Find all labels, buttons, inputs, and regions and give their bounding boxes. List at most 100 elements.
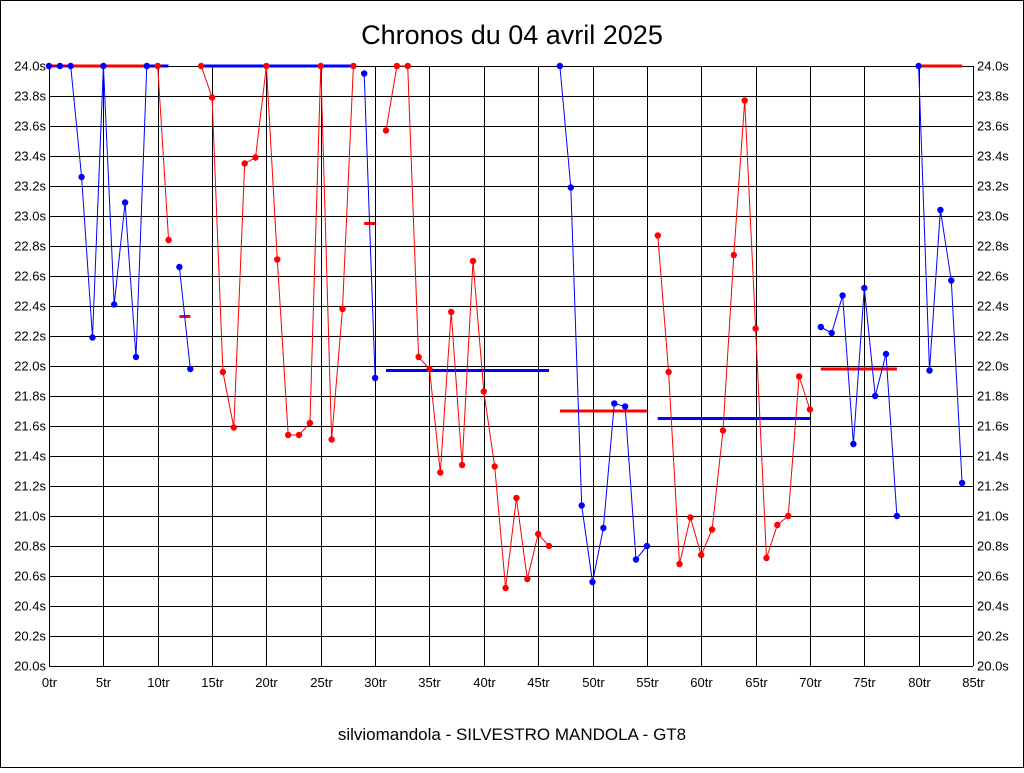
x-tick-label: 30tr [364,675,387,690]
x-tick-label: 65tr [745,675,768,690]
data-point [448,308,455,316]
y-tick-label-left: 22.0s [14,359,46,374]
data-point [937,206,944,214]
data-point [121,199,129,206]
y-tick-label-left: 21.0s [14,509,46,524]
chart-subtitle: silviomandola - SILVESTRO MANDOLA - GT8 [338,725,686,744]
y-tick-label-right: 20.0s [977,659,1009,674]
data-point [350,62,357,70]
x-tick-label: 0tr [42,675,58,690]
data-point [437,469,444,476]
data-point [708,526,716,533]
y-tick-label-left: 23.6s [14,119,46,134]
y-tick-label-right: 23.0s [977,209,1009,224]
y-tick-label-right: 22.4s [977,299,1009,314]
y-tick-label-left: 21.8s [14,389,46,404]
y-tick-label-left: 21.2s [14,479,46,494]
data-point [698,551,705,559]
y-tick-label-left: 22.4s [14,299,46,314]
data-point [295,431,303,439]
series-line [385,65,550,589]
data-point [285,431,292,439]
x-tick-label: 35tr [418,675,441,690]
data-point [752,325,759,332]
y-tick-label-right: 22.2s [977,329,1009,344]
y-tick-label-left: 24.0s [14,59,46,74]
grid [49,66,974,667]
data-point [371,374,379,382]
y-tick-label-right: 24.0s [977,59,1009,74]
y-tick-label-left: 20.0s [14,659,46,674]
data-point [785,512,792,520]
data-point [67,62,74,70]
data-point [817,323,824,331]
data-point [480,388,487,395]
data-point [78,173,85,181]
data-point [589,578,596,586]
y-tick-label-right: 21.4s [977,449,1009,464]
y-tick-label-right: 22.0s [977,359,1009,374]
y-tick-label-left: 23.4s [14,149,46,164]
data-point [426,365,433,373]
y-tick-label-right: 21.8s [977,389,1009,404]
data-point [165,236,172,244]
data-point [719,427,727,434]
data-point [882,350,890,358]
data-point [263,62,270,70]
data-point [632,556,640,563]
y-tick-label-left: 22.2s [14,329,46,344]
x-tick-label: 85tr [962,675,985,690]
series-line [820,287,898,517]
data-point [176,263,183,271]
x-tick-label: 10tr [147,675,170,690]
x-tick-label: 60tr [690,675,713,690]
series-line [363,73,376,379]
data-point [850,440,857,448]
data-point [317,62,324,70]
data-point [143,62,150,70]
data-point [491,463,498,470]
y-tick-label-right: 21.2s [977,479,1009,494]
x-tick-label: 40tr [473,675,496,690]
data-point [958,479,966,487]
data-point [730,251,737,259]
data-point [361,70,368,77]
data-point [241,160,248,167]
data-point [513,494,520,502]
series-line [157,65,170,241]
y-tick-label-right: 20.6s [977,569,1009,584]
y-tick-label-right: 22.6s [977,269,1009,284]
data-point [676,560,683,568]
y-tick-label-left: 20.6s [14,569,46,584]
data-point [89,334,96,341]
data-point [382,127,390,134]
data-point [524,575,531,583]
data-point [654,232,661,239]
chart-title: Chronos du 04 avril 2025 [361,20,663,50]
data-point [948,277,955,284]
data-point [611,400,618,407]
y-tick-label-left: 21.6s [14,419,46,434]
data-point [872,392,879,400]
data-point [828,329,835,337]
y-tick-label-right: 22.8s [977,239,1009,254]
data-point [208,94,216,101]
x-tick-label: 50tr [582,675,605,690]
data-point [893,512,901,520]
data-point [763,554,770,562]
y-tick-label-right: 23.8s [977,89,1009,104]
data-point [839,292,846,299]
data-point [806,406,814,413]
data-point [187,365,194,373]
data-point [415,353,422,361]
data-point [643,542,651,550]
x-tick-label: 25tr [310,675,333,690]
y-tick-label-right: 23.2s [977,179,1009,194]
x-axis-ticks: 0tr 5tr 10tr 15tr 20tr 25tr 30tr 35tr 40tr 45tr 50… [42,675,985,690]
data-point [111,301,118,308]
y-tick-label-left: 21.4s [14,449,46,464]
data-point [306,419,314,427]
data-point [100,62,107,70]
y-tick-label-right: 20.8s [977,539,1009,554]
